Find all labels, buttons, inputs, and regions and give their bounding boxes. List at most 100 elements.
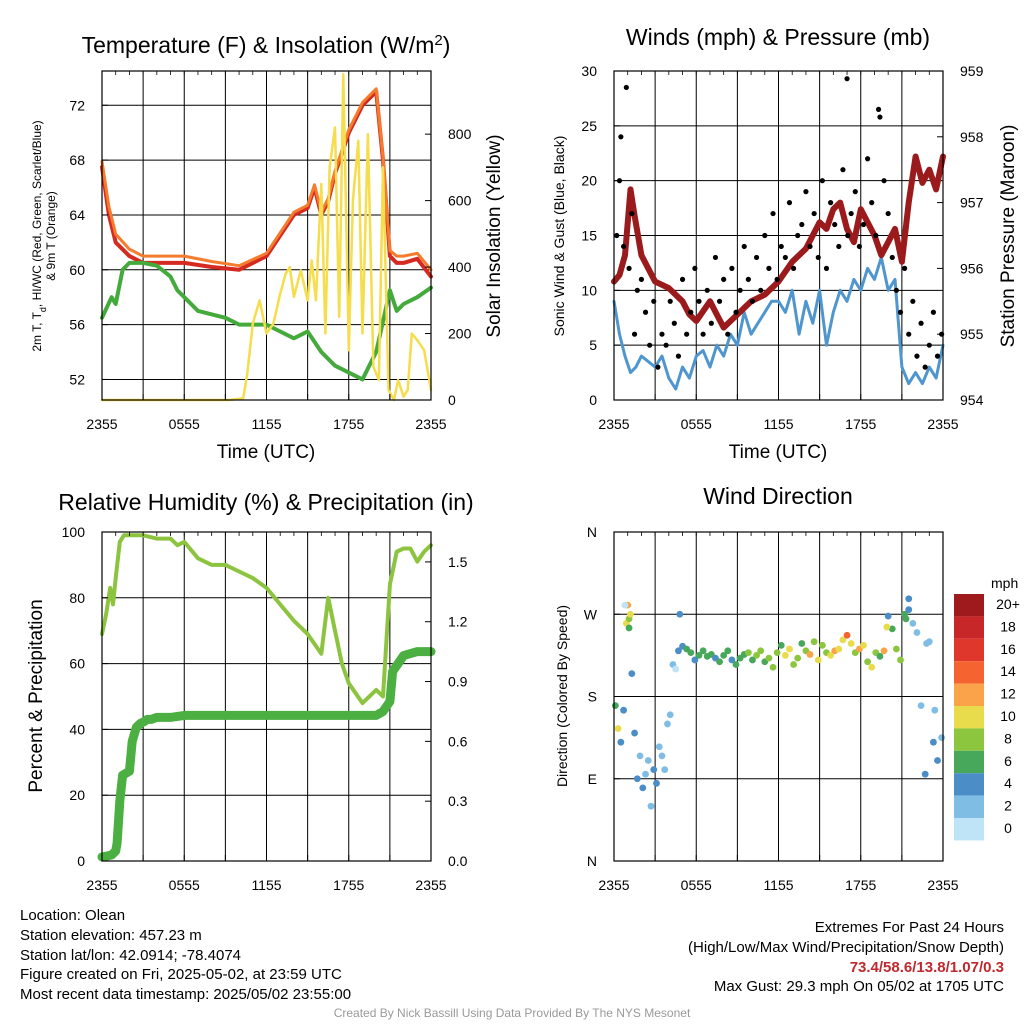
- winds-series: [611, 76, 946, 391]
- winds-gust-point: [865, 156, 871, 162]
- temperature-x-tick-label: 2355: [86, 416, 117, 432]
- winds-gust-point: [889, 254, 895, 261]
- winds-right-tick-label: 959: [960, 63, 984, 79]
- wind-direction-direction-point: [923, 640, 930, 647]
- extremes-box: Extremes For Past 24 Hours (High/Low/Max…: [688, 918, 1004, 997]
- humidity-y-tick-label: 60: [69, 656, 85, 672]
- humidity-x-tick-label: 1155: [251, 877, 281, 893]
- winds-gust-point: [832, 221, 838, 228]
- colorbar-title: mph: [991, 575, 1018, 591]
- winds-series-1: [611, 153, 946, 331]
- winds-gust-point: [836, 243, 842, 250]
- wind-direction-direction-point: [724, 647, 732, 655]
- wind-direction-x-tick-label: 2355: [927, 877, 958, 893]
- wind-direction-direction-point: [769, 663, 777, 671]
- humidity-x-tick-label: 2355: [86, 877, 117, 893]
- temperature-right-axis-label: Solar Insolation (Yellow): [484, 134, 505, 337]
- winds-gust-point: [642, 309, 649, 315]
- wind-direction-panel: Wind Direction 2355 0555 1155 1755 2355NESWN…: [554, 483, 1020, 893]
- temperature-ticks: 2355 0555 1155 1755 2355 52 56 60 64 68 72 0 200 400 6…: [69, 71, 472, 432]
- colorbar-swatch: [954, 750, 984, 774]
- wind-direction-direction-point: [627, 610, 634, 618]
- temperature-series-1: [100, 87, 433, 272]
- wind-direction-direction-point: [839, 636, 847, 644]
- temperature-y-tick-label: 60: [69, 262, 85, 278]
- winds-gust-point: [766, 265, 772, 271]
- winds-gust-point: [741, 243, 747, 250]
- wind-direction-direction-point: [814, 656, 822, 664]
- temperature-right-tick-label: 0: [448, 392, 456, 408]
- wind-direction-direction-point: [647, 802, 655, 810]
- humidity-series-0: [100, 533, 433, 706]
- temperature-plot-frame: [101, 70, 432, 401]
- wind-direction-direction-point: [621, 601, 629, 609]
- wind-direction-direction-point: [699, 647, 707, 655]
- wind-direction-direction-point: [835, 645, 843, 653]
- colorbar-swatch: [954, 773, 984, 796]
- temperature-x-tick-label: 1755: [333, 416, 364, 432]
- wind-direction-direction-point: [847, 640, 855, 647]
- winds-gust-point: [910, 298, 916, 304]
- wind-direction-direction-point: [675, 647, 682, 655]
- wind-direction-direction-point: [905, 606, 913, 614]
- colorbar-label: 18: [1000, 618, 1016, 634]
- colorbar-swatch: [954, 661, 984, 684]
- wind-direction-direction-point: [676, 610, 684, 618]
- wind-direction-direction-point: [876, 652, 884, 660]
- colorbar-swatch: [954, 706, 984, 729]
- wind-direction-direction-point: [617, 738, 625, 746]
- winds-gust-point: [902, 265, 908, 271]
- wind-direction-direction-point: [691, 656, 699, 664]
- winds-gust-point: [626, 265, 632, 271]
- humidity-y-tick-label: 80: [69, 590, 85, 606]
- humidity-series: [97, 533, 436, 862]
- humidity-y-tick-label: 40: [69, 721, 85, 737]
- winds-gust-point: [725, 331, 731, 337]
- winds-gust-point: [845, 232, 851, 239]
- winds-plot-frame: [613, 70, 944, 401]
- humidity-x-tick-label: 1755: [333, 877, 364, 893]
- speed-colorbar: mph 20+ 18 16 14 12 10 8 6 4 2 0: [954, 575, 1020, 841]
- colorbar-swatch: [954, 594, 984, 617]
- winds-gust-point: [716, 298, 723, 304]
- winds-gust-point: [848, 210, 854, 217]
- winds-series-0: [612, 255, 945, 391]
- wind-direction-direction-point: [864, 658, 872, 666]
- winds-gust-point: [618, 134, 624, 140]
- winds-gust-point: [729, 265, 735, 271]
- winds-gust-point: [815, 254, 821, 261]
- station-latlon: Station lat/lon: 42.0914; -78.4074: [20, 946, 242, 964]
- humidity-right-tick-label: 0.6: [448, 733, 468, 749]
- winds-gust-point: [869, 200, 875, 206]
- temperature-y-tick-label: 52: [69, 371, 85, 387]
- humidity-series-1: [97, 647, 436, 862]
- winds-gust-point: [659, 331, 665, 337]
- winds-right-tick-label: 955: [960, 326, 984, 342]
- wind-direction-direction-point: [880, 647, 888, 655]
- humidity-x-tick-label: 2355: [415, 877, 446, 893]
- wind-direction-direction-point: [614, 725, 622, 732]
- wind-direction-direction-point: [892, 645, 900, 653]
- wind-direction-direction-point: [934, 757, 941, 764]
- colorbar-label: 12: [1000, 686, 1016, 702]
- wind-direction-direction-point: [897, 656, 904, 664]
- figure-created: Figure created on Fri, 2025-05-02, at 23…: [20, 966, 342, 984]
- colorbar-label: 16: [1000, 641, 1016, 657]
- temperature-panel-title: Temperature (F) & Insolation (W/m2): [82, 32, 451, 59]
- colorbar-label: 8: [1004, 730, 1012, 746]
- colorbar-label: 4: [1004, 775, 1012, 791]
- colorbar-label: 2: [1004, 798, 1012, 814]
- humidity-right-tick-label: 1.2: [448, 614, 468, 630]
- wind-direction-y-tick-label: W: [584, 606, 598, 622]
- winds-ticks: 2355 0555 1155 1755 235505101520253095495595…: [581, 63, 983, 432]
- winds-gust-point: [860, 221, 867, 228]
- temperature-x-tick-label: 2355: [415, 416, 446, 432]
- winds-gust-point: [700, 331, 706, 337]
- wind-direction-direction-point: [753, 651, 760, 659]
- wind-direction-plot-frame: [613, 531, 944, 862]
- temperature-panel: Temperature (F) & Insolation (W/m2) 2355…: [30, 32, 505, 464]
- winds-right-tick-label: 956: [960, 260, 984, 276]
- wind-direction-direction-point: [644, 757, 652, 764]
- wind-direction-y-axis-label: Direction (Colored By Speed): [554, 605, 570, 787]
- wind-direction-direction-point: [620, 706, 627, 714]
